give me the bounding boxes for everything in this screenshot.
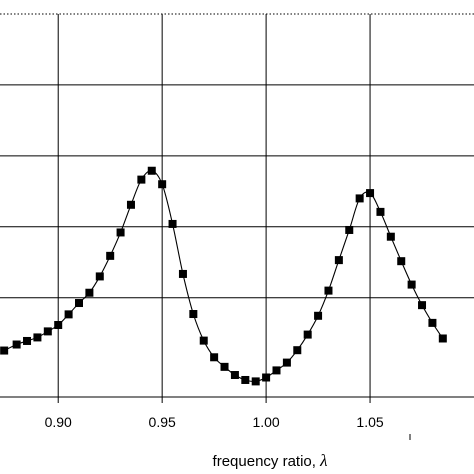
data-point-marker [0,346,9,355]
data-point-marker [345,225,354,234]
data-point-marker [33,333,42,342]
data-point-marker [230,371,239,380]
data-point-marker [106,251,115,260]
grid-layer [0,13,474,440]
data-point-marker [397,257,406,266]
data-point-marker [282,358,291,367]
data-point-marker [137,175,146,184]
data-point-marker [418,301,427,310]
data-point-marker [199,336,208,345]
data-point-marker [272,366,281,375]
data-point-marker [428,318,437,327]
data-point-marker [293,346,302,355]
tick-label-layer: 0.90 0.95 1.00 1.05 [45,414,384,430]
data-point-marker [23,336,32,345]
data-point-marker [251,377,260,386]
data-point-marker [126,200,135,209]
data-point-marker [376,207,385,216]
data-point-marker [262,373,271,382]
data-point-marker [386,232,395,241]
series-line [3,170,444,383]
data-point-marker [75,299,83,308]
data-point-marker [85,288,94,297]
data-point-marker [147,166,156,175]
data-point-marker [334,256,343,265]
data-point-marker [366,189,375,198]
data-point-marker [12,340,21,349]
data-point-marker [43,327,52,336]
data-point-marker [303,330,312,339]
data-point-marker [210,353,219,362]
x-tick-label: 0.95 [149,414,176,430]
x-axis-title-text: frequency ratio, [213,453,321,470]
data-point-marker [64,310,73,319]
x-tick-label: 1.00 [252,414,279,430]
data-point-marker [158,180,167,189]
x-axis-title-symbol: λ [319,451,327,470]
data-point-marker [95,272,104,281]
data-point-marker [407,280,416,289]
data-point-marker [220,362,229,371]
data-point-marker [168,219,177,228]
x-tick-label: 1.05 [356,414,383,430]
x-tick-label: 0.90 [45,414,72,430]
x-axis-title: frequency ratio, λ [213,451,328,470]
data-point-marker [54,321,63,330]
series-layer [0,166,447,386]
data-point-marker [355,194,364,203]
data-point-marker [438,334,447,343]
data-point-marker [314,311,323,320]
data-point-marker [189,310,198,319]
data-point-marker [116,228,125,237]
data-point-marker [324,286,333,295]
data-point-marker [241,375,250,384]
data-point-marker [178,269,187,278]
